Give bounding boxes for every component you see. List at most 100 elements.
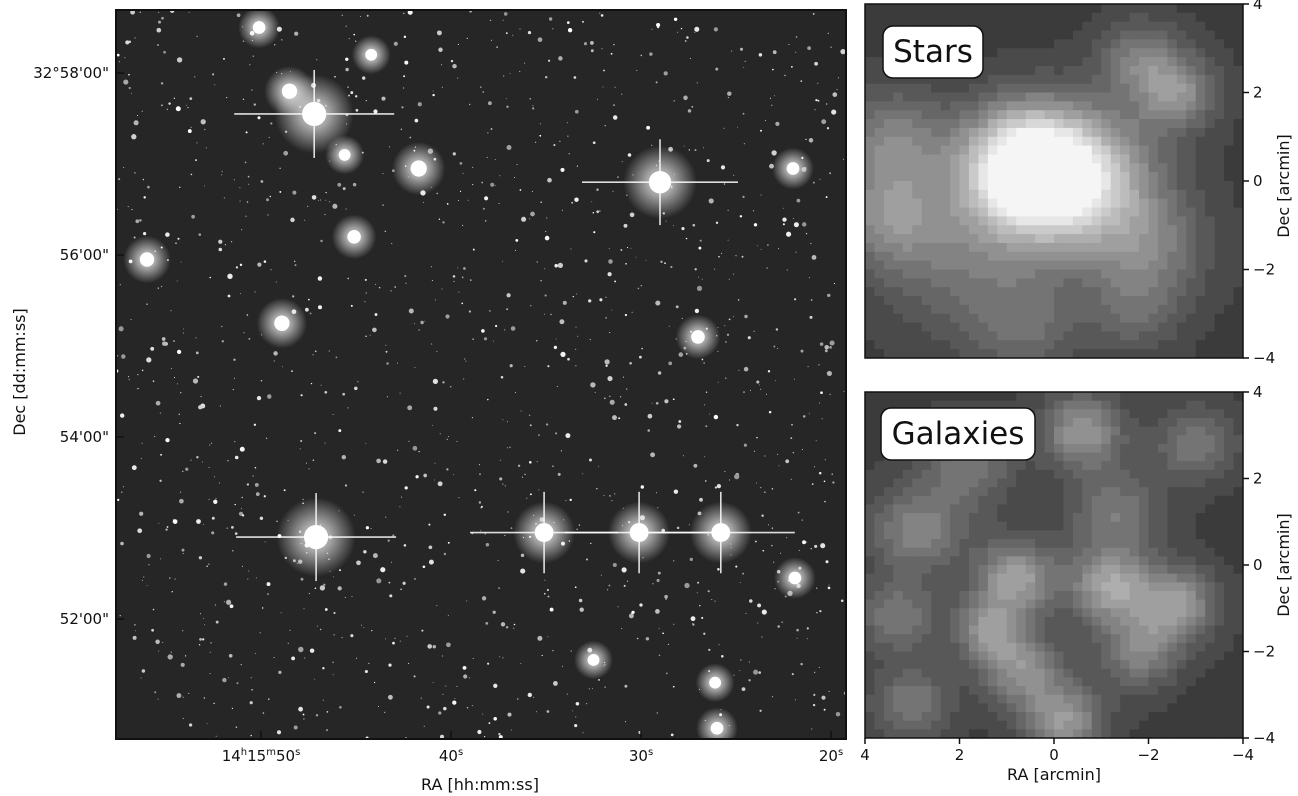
density-cell <box>978 590 989 601</box>
density-cell <box>1025 556 1036 566</box>
density-cell <box>1091 599 1102 609</box>
bright-star <box>710 721 724 735</box>
density-cell <box>1091 452 1102 462</box>
faint-source <box>128 40 132 44</box>
faint-source <box>614 280 617 283</box>
density-cell <box>1035 260 1046 271</box>
faint-source <box>748 661 750 663</box>
density-cell <box>1006 198 1017 209</box>
density-cell <box>1063 48 1074 58</box>
density-cell <box>1035 57 1046 67</box>
density-cell <box>1054 269 1065 279</box>
faint-source <box>757 603 762 608</box>
density-cell <box>931 504 942 514</box>
density-cell <box>1101 110 1112 120</box>
faint-source <box>459 190 462 193</box>
density-cell <box>1186 340 1197 350</box>
faint-source <box>320 199 322 201</box>
faint-source <box>433 479 435 481</box>
density-cell <box>1120 251 1131 262</box>
density-cell <box>912 198 923 209</box>
density-cell <box>978 530 989 540</box>
density-cell <box>1205 39 1216 49</box>
faint-source <box>194 76 196 78</box>
faint-source <box>824 459 826 461</box>
faint-source <box>350 304 353 307</box>
density-cell <box>1054 547 1065 557</box>
density-cell <box>931 260 942 271</box>
faint-source <box>472 657 474 660</box>
density-cell <box>1139 642 1150 653</box>
density-cell <box>921 269 932 279</box>
faint-source <box>345 57 349 61</box>
density-cell <box>1205 495 1216 506</box>
density-cell <box>1101 703 1112 713</box>
density-cell <box>1167 582 1178 592</box>
density-cell <box>902 590 913 601</box>
density-cell <box>1139 720 1150 730</box>
density-cell <box>1148 521 1159 531</box>
faint-source <box>766 267 768 269</box>
density-cell <box>959 181 970 191</box>
density-cell <box>874 530 885 540</box>
density-cell <box>1016 260 1027 271</box>
faint-source <box>810 548 812 550</box>
density-cell <box>865 57 876 67</box>
density-cell <box>921 530 932 540</box>
density-cell <box>921 634 932 644</box>
density-cell <box>874 694 885 704</box>
density-cell <box>1035 110 1046 120</box>
faint-source <box>205 147 207 149</box>
faint-source <box>200 119 206 125</box>
density-cell <box>1101 322 1112 333</box>
density-cell <box>1006 172 1017 182</box>
density-cell <box>997 189 1008 200</box>
stars-title: Stars <box>893 34 973 70</box>
density-cell <box>1025 322 1036 333</box>
density-cell <box>1205 565 1216 575</box>
density-cell <box>1195 145 1206 156</box>
density-cell <box>931 495 942 506</box>
faint-source <box>231 526 234 529</box>
faint-source <box>446 438 448 440</box>
faint-source <box>388 146 390 148</box>
density-cell <box>1233 57 1243 67</box>
density-cell <box>893 703 904 713</box>
density-cell <box>1035 74 1046 85</box>
faint-source <box>364 278 367 281</box>
density-cell <box>1186 21 1197 32</box>
density-cell <box>1016 642 1027 653</box>
density-cell <box>931 234 942 244</box>
density-cell <box>1044 340 1055 350</box>
density-cell <box>893 172 904 182</box>
faint-source <box>514 391 516 393</box>
density-cell <box>1214 92 1225 102</box>
density-cell <box>1205 119 1216 129</box>
density-cell <box>1129 392 1140 402</box>
faint-source <box>553 345 558 350</box>
faint-source <box>795 36 798 38</box>
density-cell <box>1091 74 1102 85</box>
density-cell <box>1195 573 1206 583</box>
density-cell <box>1016 625 1027 635</box>
density-cell <box>950 521 961 531</box>
density-cell <box>1233 65 1243 76</box>
density-cell <box>997 83 1008 94</box>
density-cell <box>1054 322 1065 333</box>
density-cell <box>1167 181 1178 191</box>
faint-source <box>688 524 690 526</box>
density-cell <box>1167 694 1178 704</box>
density-cell <box>1157 400 1168 410</box>
faint-source <box>560 450 563 452</box>
density-cell <box>1214 599 1225 609</box>
density-cell <box>997 712 1008 722</box>
faint-source <box>459 162 463 165</box>
density-cell <box>1176 198 1187 209</box>
faint-source <box>806 627 809 630</box>
density-cell <box>874 181 885 191</box>
density-cell <box>1082 616 1093 627</box>
density-cell <box>1186 642 1197 653</box>
faint-source <box>456 440 458 442</box>
density-cell <box>874 712 885 722</box>
density-cell <box>1148 720 1159 730</box>
